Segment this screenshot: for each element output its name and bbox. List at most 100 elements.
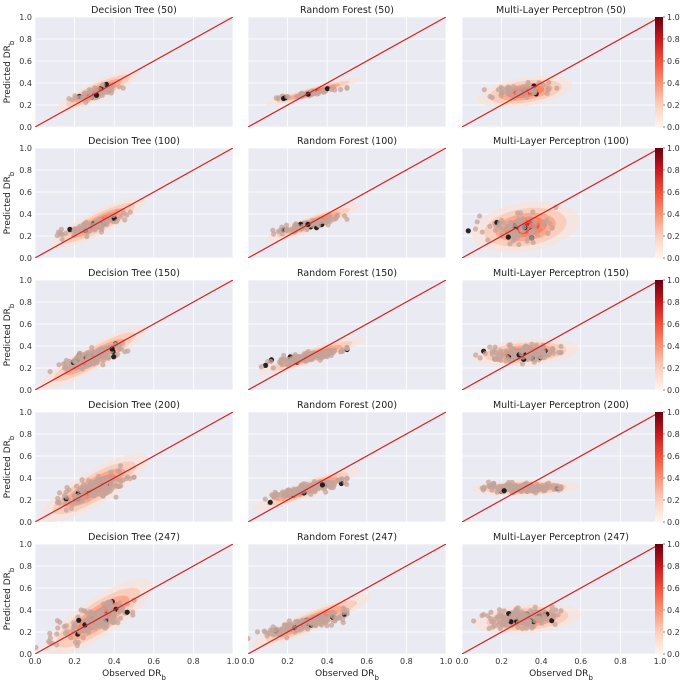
data-point: [270, 365, 276, 371]
y-axis-label: Predicted DRb: [3, 567, 16, 630]
data-point: [505, 234, 511, 240]
data-point: [524, 94, 530, 100]
data-point: [68, 635, 74, 641]
data-point: [297, 354, 303, 360]
data-point: [72, 93, 78, 99]
data-point: [540, 82, 546, 88]
data-point: [80, 485, 86, 492]
data-point: [61, 365, 68, 371]
x-tick-label: 0.2: [495, 657, 508, 666]
data-point: [73, 483, 80, 489]
data-point: [546, 352, 552, 358]
y-tick-label: 0.4: [19, 79, 32, 88]
data-point: [509, 479, 515, 485]
data-point: [324, 623, 330, 629]
data-point: [338, 87, 344, 93]
data-point: [96, 479, 102, 485]
data-point: [535, 615, 541, 621]
data-point: [492, 227, 499, 233]
data-point: [511, 354, 517, 361]
data-point: [72, 623, 78, 629]
panel: 0.0 0.2 0.4 0.6 0.8 1.0 Multi-Layer Perceptron…: [456, 532, 680, 682]
panel: Random Forest (200): [247, 400, 447, 523]
x-tick-label: 0.2: [281, 657, 294, 666]
y-tick-label: 1.0: [19, 276, 32, 285]
data-point: [544, 481, 550, 487]
y-tick-label: 0.8: [19, 298, 32, 307]
y-tick-label: 1.0: [19, 540, 32, 549]
identity-line: [35, 544, 233, 654]
data-point: [515, 624, 521, 631]
data-point: [330, 484, 336, 491]
data-point: [261, 628, 267, 634]
data-point: [320, 353, 326, 359]
data-point: [485, 613, 491, 619]
data-point: [70, 501, 76, 507]
data-point: [272, 489, 278, 495]
data-point: [342, 480, 348, 486]
data-point: [488, 609, 494, 615]
data-point: [283, 492, 290, 498]
data-point: [545, 86, 551, 93]
colorbar-gradient: [655, 544, 663, 654]
data-point: [279, 626, 285, 632]
data-point: [103, 489, 109, 495]
data-point: [512, 231, 518, 237]
data-point: [507, 484, 513, 490]
colorbar: 0.0 0.2 0.4 0.6 0.8 1.0: [655, 276, 680, 395]
data-point: [339, 346, 345, 353]
data-point: [299, 626, 305, 632]
x-tick-label: 0.2: [68, 657, 81, 666]
panel-title: Random Forest (50): [300, 5, 394, 16]
data-point: [492, 616, 498, 622]
data-point: [63, 623, 69, 629]
y-axis-label: Predicted DRb: [3, 40, 16, 103]
colorbar-tick-label: 0.0: [667, 518, 680, 527]
data-point: [93, 218, 99, 224]
panel-title: Random Forest (247): [297, 532, 397, 543]
data-point: [94, 355, 101, 361]
data-point: [532, 604, 538, 610]
identity-line: [462, 412, 660, 522]
data-point: [103, 354, 109, 361]
data-point: [505, 356, 512, 362]
points: [479, 479, 564, 496]
data-point: [97, 623, 103, 630]
data-point: [120, 85, 126, 91]
colorbar-tick-label: 0.6: [667, 188, 680, 197]
data-point: [79, 477, 85, 483]
y-tick-label: 0.4: [19, 474, 32, 483]
data-point: [262, 362, 269, 368]
x-tick-label: 0.0: [29, 657, 42, 666]
data-point: [330, 350, 336, 356]
data-point: [284, 361, 290, 367]
data-point: [271, 231, 277, 237]
data-point: [120, 477, 126, 483]
data-point: [539, 350, 546, 356]
data-point: [515, 605, 521, 611]
data-point: [507, 241, 513, 247]
data-point: [544, 617, 550, 623]
data-point: [554, 85, 560, 91]
data-point: [127, 209, 133, 215]
x-axis-label: Observed DRb: [529, 669, 593, 682]
y-tick-label: 1.0: [19, 144, 32, 153]
colorbar-tick-label: 0.0: [667, 650, 680, 659]
data-point: [116, 483, 122, 490]
data-point: [532, 226, 538, 232]
data-point: [64, 628, 70, 634]
colorbar-tick-label: 0.0: [667, 123, 680, 132]
data-point: [503, 622, 509, 628]
colorbar-tick-label: 1.0: [667, 276, 680, 285]
data-point: [54, 499, 60, 505]
data-point: [494, 489, 500, 495]
data-point: [546, 79, 552, 85]
data-point: [524, 354, 530, 360]
y-tick-label: 0.2: [19, 496, 32, 505]
data-point: [292, 629, 298, 635]
y-tick-label: 0.8: [19, 35, 32, 44]
y-tick-label: 0.2: [19, 364, 32, 373]
data-point: [326, 215, 332, 221]
data-point: [309, 486, 316, 492]
data-point: [513, 609, 519, 615]
